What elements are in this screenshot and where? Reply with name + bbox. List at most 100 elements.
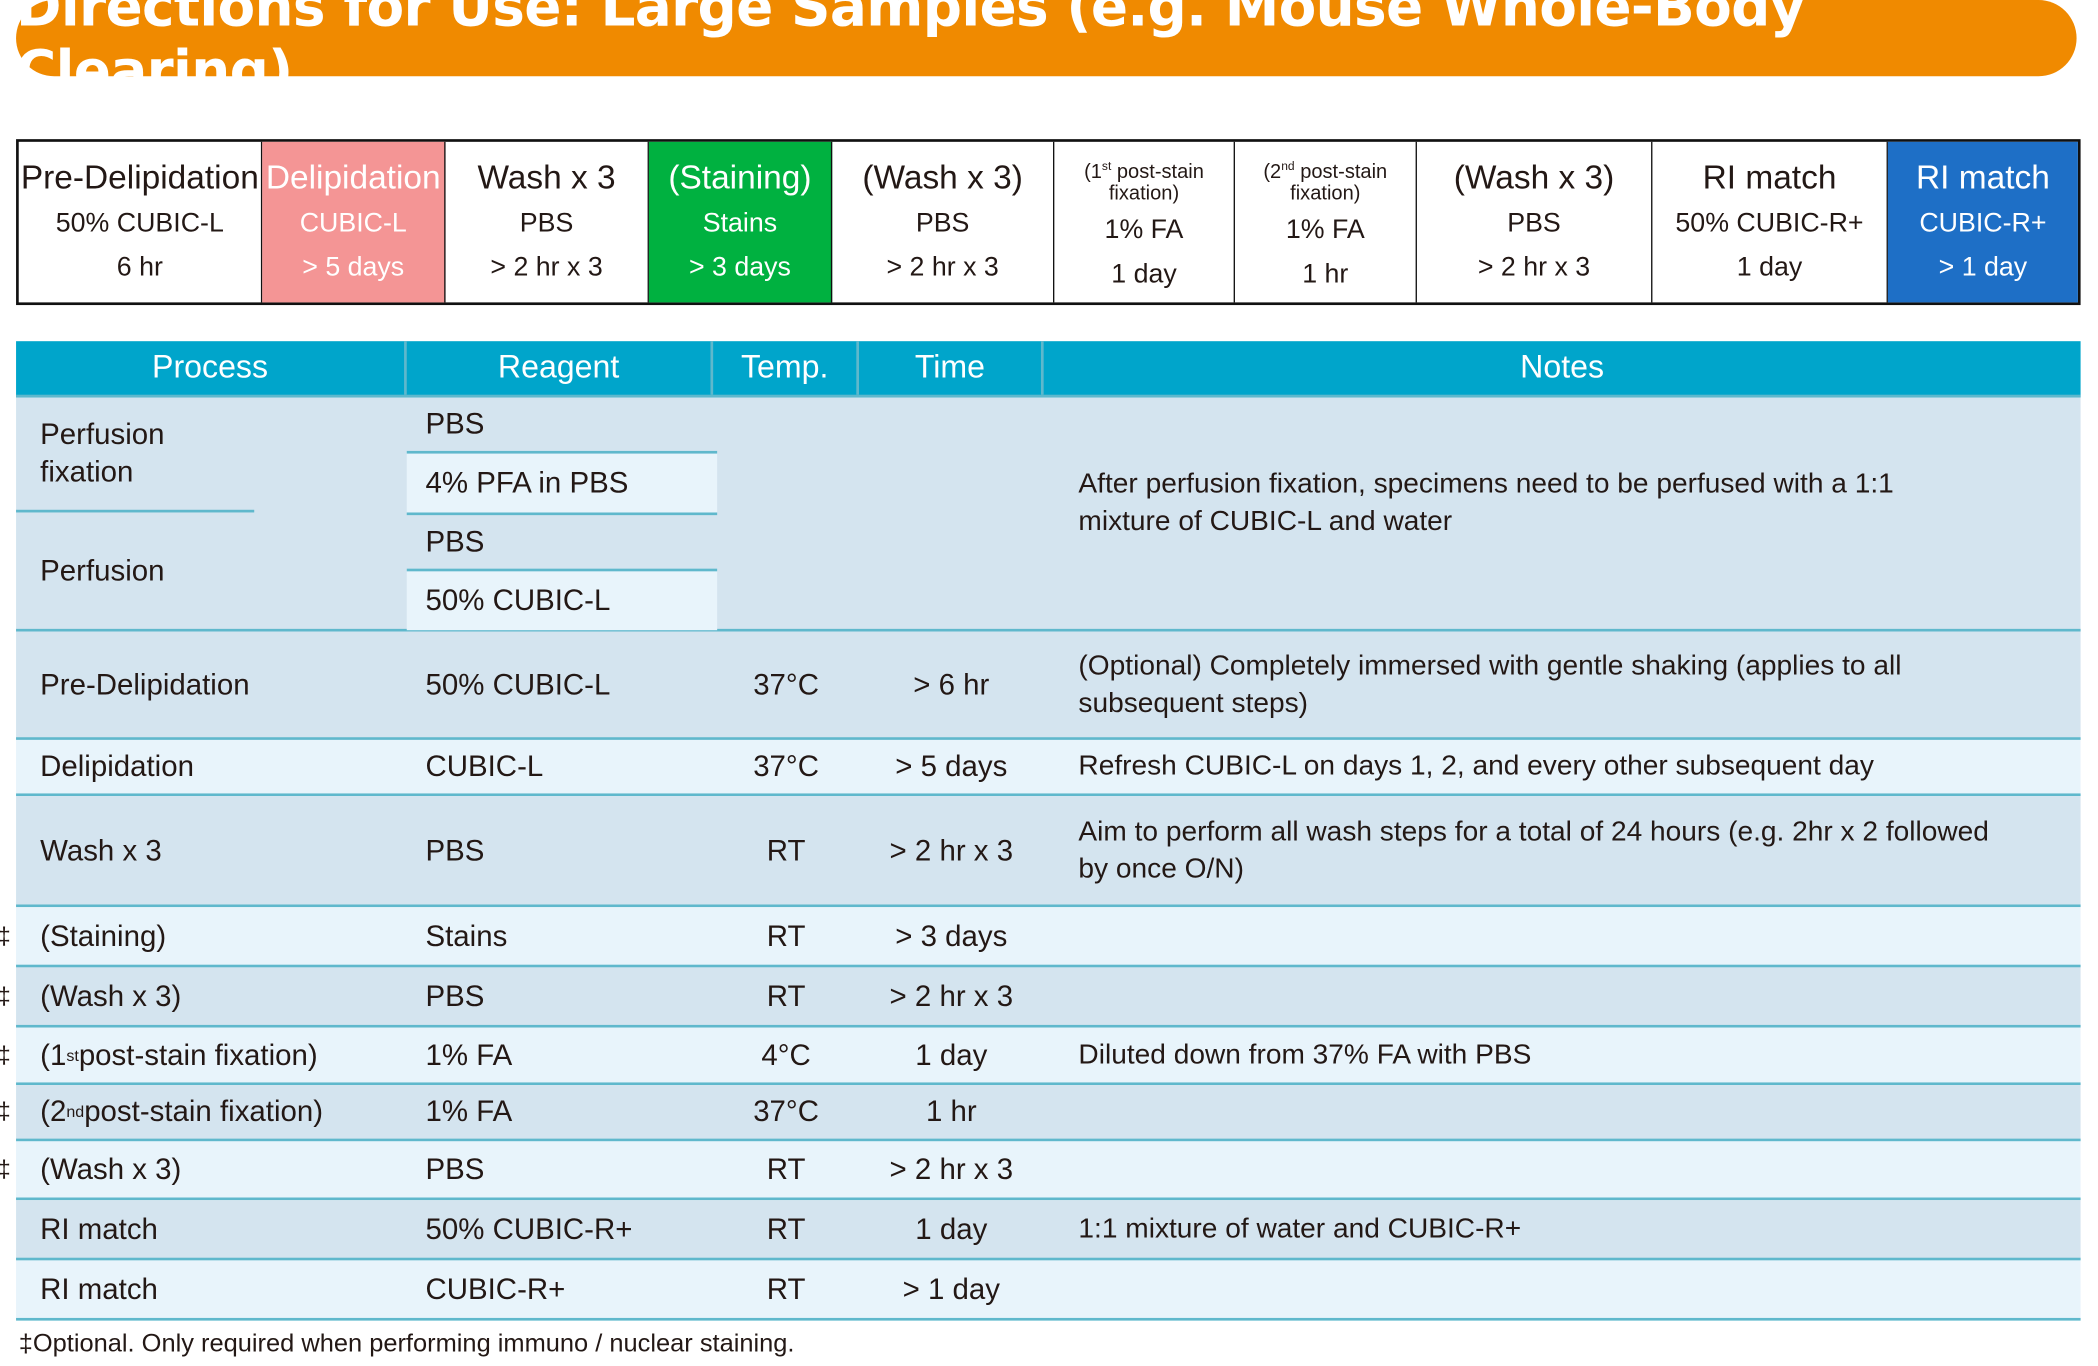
page-title: Directions for Use: Large Samples (e.g. … bbox=[16, 0, 2077, 102]
stage-reagent: PBS bbox=[915, 208, 970, 239]
table-row: RI match CUBIC-R+ RT > 1 day bbox=[16, 1260, 2081, 1321]
stage-wash-optional: (Wash x 3) PBS > 2 hr x 3 bbox=[832, 141, 1055, 303]
stage-ri-match: RI match CUBIC-R+ > 1 day bbox=[1887, 141, 2078, 303]
notes-cell: (Optional) Completely immersed with gent… bbox=[1078, 649, 1902, 718]
process-cell: (Wash x 3) bbox=[40, 978, 182, 1013]
header-process: Process bbox=[16, 341, 407, 395]
stage-name: (2nd post-stain fixation) bbox=[1263, 159, 1388, 205]
stage-time: 1 day bbox=[1111, 259, 1177, 290]
notes-cell: Aim to perform all wash steps for a tota… bbox=[1078, 815, 1989, 884]
stage-name: RI match bbox=[1702, 159, 1837, 197]
time-cell: > 3 days bbox=[895, 918, 1008, 952]
notes-cell bbox=[1044, 1085, 2081, 1139]
table-row: ‡ (Wash x 3) PBS RT > 2 hr x 3 bbox=[0, 967, 2081, 1028]
time-cell: 1 day bbox=[915, 1211, 988, 1246]
table-row: ‡ (Staining) Stains RT > 3 days bbox=[0, 907, 2081, 968]
header-temp: Temp. bbox=[713, 341, 859, 395]
time-cell: > 2 hr x 3 bbox=[889, 1152, 1014, 1186]
stage-name: Wash x 3 bbox=[477, 159, 616, 197]
table-row: Delipidation CUBIC-L 37°C > 5 days Refresh C… bbox=[16, 739, 2081, 797]
stage-time: 1 hr bbox=[1302, 259, 1349, 290]
notes-cell: After perfusion fixation, specimens need… bbox=[1078, 468, 1894, 537]
stage-reagent: CUBIC-L bbox=[299, 208, 407, 239]
stage-wash: Wash x 3 PBS > 2 hr x 3 bbox=[446, 141, 649, 303]
time-cell: 1 hr bbox=[925, 1094, 977, 1128]
stage-reagent: 1% FA bbox=[1285, 215, 1365, 245]
stage-name: Pre-Delipidation bbox=[20, 159, 259, 197]
stage-reagent: 50% CUBIC-L bbox=[55, 208, 224, 239]
stage-delipidation: Delipidation CUBIC-L > 5 days bbox=[262, 141, 446, 303]
time-cell: > 6 hr bbox=[913, 666, 990, 701]
optional-marker: ‡ bbox=[0, 922, 11, 950]
reagent-cell: 1% FA bbox=[425, 1037, 513, 1072]
stage-reagent: Stains bbox=[702, 208, 778, 239]
stage-name: RI match bbox=[1915, 159, 2050, 197]
optional-marker: ‡ bbox=[0, 982, 11, 1010]
temp-cell: 37°C bbox=[753, 666, 819, 701]
header-reagent: Reagent bbox=[407, 341, 714, 395]
stage-name: (Staining) bbox=[668, 159, 812, 197]
reagent-cell: 4% PFA in PBS bbox=[406, 450, 718, 513]
process-cell: Pre-Delipidation bbox=[40, 666, 250, 701]
table-row: ‡ (Wash x 3) PBS RT > 2 hr x 3 bbox=[0, 1141, 2081, 1201]
table-row: ‡ (2nd post-stain fixation) 1% FA 37°C 1 hr bbox=[0, 1085, 2081, 1142]
temp-cell: 37°C bbox=[753, 749, 819, 783]
stage-time: > 3 days bbox=[688, 252, 791, 283]
stage-time: > 2 hr x 3 bbox=[886, 252, 999, 283]
time-cell: > 2 hr x 3 bbox=[889, 978, 1014, 1013]
footnote: ‡Optional. Only required when performing… bbox=[18, 1329, 795, 1359]
process-cell: (Wash x 3) bbox=[40, 1152, 182, 1186]
optional-marker: ‡ bbox=[0, 1155, 11, 1183]
time-cell: 1 day bbox=[915, 1037, 988, 1072]
reagent-cell: PBS bbox=[425, 406, 485, 441]
temp-cell: RT bbox=[766, 1271, 806, 1306]
process-cell: Wash x 3 bbox=[40, 832, 162, 867]
time-cell: > 5 days bbox=[895, 749, 1008, 783]
process-perfusion-fixation: Perfusion fixation bbox=[16, 397, 255, 513]
stage-first-post-stain-fixation: (1st post-stain fixation) 1% FA 1 day bbox=[1054, 141, 1235, 303]
time-cell: > 2 hr x 3 bbox=[889, 832, 1014, 867]
notes-cell bbox=[1044, 1260, 2081, 1318]
temp-cell: RT bbox=[766, 978, 806, 1013]
reagent-cell: 50% CUBIC-R+ bbox=[425, 1211, 633, 1246]
notes-cell: 1:1 mixture of water and CUBIC-R+ bbox=[1078, 1212, 1522, 1244]
stage-second-post-stain-fixation: (2nd post-stain fixation) 1% FA 1 hr bbox=[1235, 141, 1417, 303]
process-cell: (2 nd post-stain fixation) bbox=[40, 1094, 324, 1128]
stage-reagent: PBS bbox=[519, 208, 574, 239]
stage-wash-optional-2: (Wash x 3) PBS > 2 hr x 3 bbox=[1417, 141, 1653, 303]
notes-cell bbox=[1044, 967, 2081, 1025]
stage-time: > 1 day bbox=[1938, 252, 2028, 283]
stage-time: 1 day bbox=[1736, 252, 1803, 283]
reagent-cell: CUBIC-L bbox=[425, 749, 544, 783]
notes-cell bbox=[1044, 907, 2081, 965]
notes-cell bbox=[1044, 1141, 2081, 1197]
protocol-table: Process Reagent Temp. Time Notes Perfusi… bbox=[0, 341, 2081, 1321]
stage-reagent: CUBIC-R+ bbox=[1919, 208, 2047, 239]
notes-cell: Refresh CUBIC-L on days 1, 2, and every … bbox=[1078, 750, 1874, 782]
stage-time: 6 hr bbox=[116, 252, 163, 283]
stage-name: (1st post-stain fixation) bbox=[1084, 159, 1204, 205]
header-notes: Notes bbox=[1520, 349, 1605, 386]
stage-reagent: 1% FA bbox=[1104, 215, 1184, 245]
table-row: Pre-Delipidation 50% CUBIC-L 37°C > 6 hr (Op… bbox=[16, 631, 2081, 740]
process-cell: Delipidation bbox=[40, 749, 194, 783]
reagent-cell: 1% FA bbox=[425, 1094, 513, 1128]
stage-staining: (Staining) Stains > 3 days bbox=[648, 141, 833, 303]
reagent-cell: 50% CUBIC-L bbox=[406, 568, 718, 631]
temp-cell: 37°C bbox=[753, 1094, 819, 1128]
stage-time: > 2 hr x 3 bbox=[490, 252, 603, 283]
stage-name: Delipidation bbox=[265, 159, 441, 197]
protocol-stage-strip: Pre-Delipidation 50% CUBIC-L 6 hr Delipida… bbox=[16, 139, 2081, 306]
temp-cell: 4°C bbox=[761, 1037, 811, 1072]
reagent-cell: 50% CUBIC-L bbox=[425, 666, 611, 701]
stage-name: (Wash x 3) bbox=[862, 159, 1023, 197]
temp-cell: RT bbox=[766, 918, 806, 952]
stage-ri-match-half: RI match 50% CUBIC-R+ 1 day bbox=[1652, 141, 1888, 303]
stage-reagent: PBS bbox=[1507, 208, 1561, 239]
stage-time: > 5 days bbox=[302, 252, 405, 283]
stage-time: > 2 hr x 3 bbox=[1477, 252, 1591, 283]
process-cell: (Staining) bbox=[40, 918, 167, 952]
notes-cell: Diluted down from 37% FA with PBS bbox=[1078, 1038, 1532, 1070]
table-row: Wash x 3 PBS RT > 2 hr x 3 Aim to perform al… bbox=[16, 796, 2081, 908]
temp-cell: RT bbox=[766, 1152, 806, 1186]
